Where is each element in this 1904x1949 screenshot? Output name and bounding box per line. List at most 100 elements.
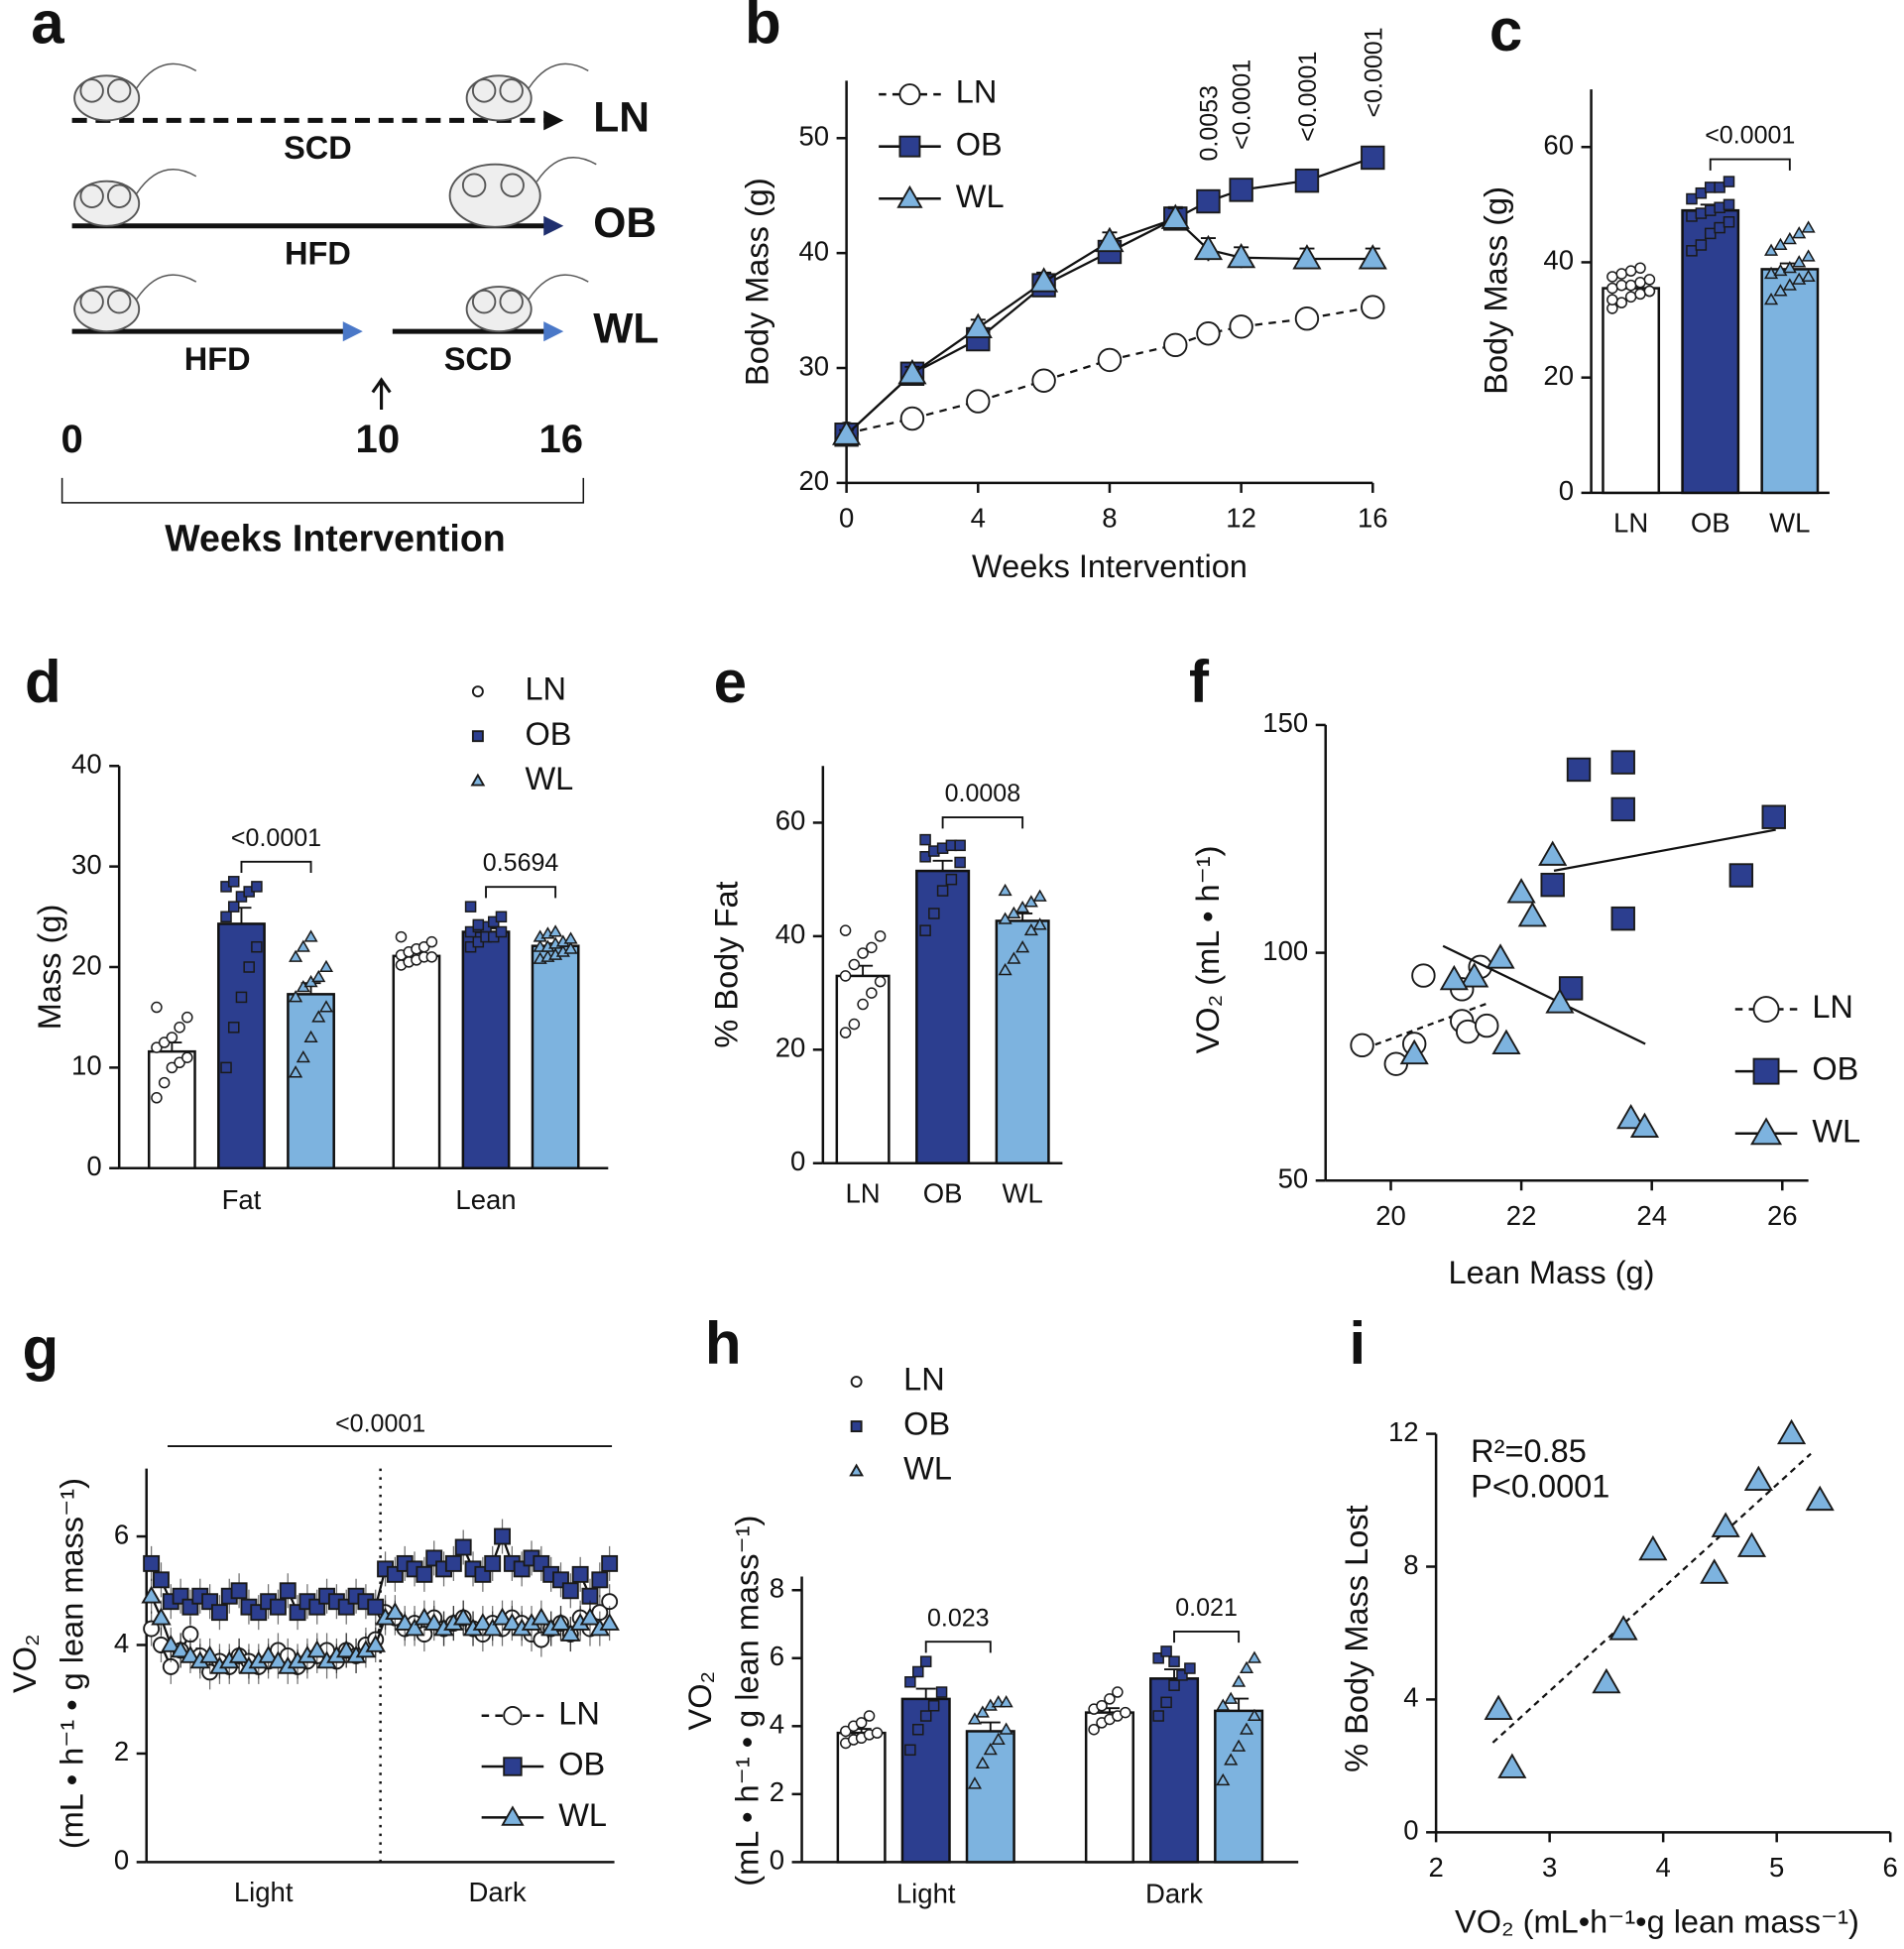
marker xyxy=(1486,943,1515,969)
marker xyxy=(983,1743,998,1756)
marker xyxy=(560,1624,581,1642)
marker xyxy=(1610,906,1635,931)
panel-label: a xyxy=(31,0,64,56)
marker xyxy=(897,358,927,385)
mouse-tail xyxy=(136,62,197,89)
marker xyxy=(1104,1693,1116,1705)
marker xyxy=(1629,1112,1660,1139)
marker xyxy=(1294,168,1320,193)
marker xyxy=(919,924,931,936)
marker xyxy=(919,833,931,846)
marker xyxy=(1773,237,1788,251)
marker xyxy=(1723,176,1735,187)
x-tick-label: Fat xyxy=(222,1184,262,1215)
marker xyxy=(855,1717,868,1729)
marker xyxy=(1592,1667,1621,1694)
marker xyxy=(1168,1655,1180,1667)
y-axis-label: VO₂ xyxy=(7,1634,43,1693)
y-tick-label: 20 xyxy=(775,1033,806,1063)
legend-label: LN xyxy=(956,74,998,110)
marker xyxy=(1752,996,1780,1023)
marker xyxy=(839,970,852,982)
x-tick-label: WL xyxy=(1769,508,1810,539)
series-line xyxy=(845,217,1373,436)
marker xyxy=(503,1706,523,1726)
marker xyxy=(1361,295,1385,319)
annotation: R²=0.85 xyxy=(1471,1433,1587,1469)
week-label: 10 xyxy=(356,418,401,461)
marker xyxy=(945,873,958,886)
marker xyxy=(857,947,869,959)
panel-label: g xyxy=(23,1315,60,1382)
y-tick-label: 100 xyxy=(1262,935,1308,966)
marker xyxy=(258,1644,279,1663)
marker xyxy=(857,998,869,1011)
y-axis-label: VO₂ (mL • h⁻¹) xyxy=(1190,846,1226,1054)
marker xyxy=(1247,1650,1262,1663)
fit-line xyxy=(1553,828,1776,873)
marker xyxy=(871,1727,884,1739)
marker xyxy=(423,1613,444,1631)
marker xyxy=(1247,1708,1262,1722)
timeline-bracket xyxy=(60,477,585,504)
marker xyxy=(579,1607,601,1626)
marker xyxy=(1782,231,1797,245)
x-tick-label: 22 xyxy=(1506,1200,1537,1231)
marker xyxy=(563,931,578,944)
y-tick-label: 0 xyxy=(790,1146,805,1176)
series-line xyxy=(845,156,1373,436)
marker xyxy=(1782,260,1797,274)
marker xyxy=(471,730,484,743)
marker xyxy=(1695,239,1708,251)
y-tick-label: 6 xyxy=(114,1519,129,1549)
marker xyxy=(1232,1674,1247,1687)
marker xyxy=(227,1022,240,1034)
marker xyxy=(966,389,991,414)
marker xyxy=(1608,1615,1638,1641)
marker xyxy=(394,1613,416,1631)
marker xyxy=(1686,210,1698,222)
comparison-label: 0.5694 xyxy=(483,849,559,877)
marker xyxy=(1606,294,1618,305)
marker xyxy=(484,1554,502,1572)
marker xyxy=(991,1732,1006,1746)
arrow-head xyxy=(543,110,564,131)
marker xyxy=(296,1049,310,1063)
marker xyxy=(1491,1029,1521,1054)
marker xyxy=(1805,1485,1835,1512)
marker xyxy=(963,312,993,338)
marker xyxy=(839,1027,852,1038)
marker xyxy=(1736,1531,1767,1557)
legend-label: OB xyxy=(1812,1051,1858,1087)
marker xyxy=(470,773,486,787)
week-label: 0 xyxy=(60,418,82,461)
y-tick-label: 4 xyxy=(1403,1682,1418,1713)
marker xyxy=(904,1676,916,1688)
marker xyxy=(1728,863,1754,888)
marker xyxy=(840,1725,852,1738)
legend-label: WL xyxy=(558,1797,607,1833)
marker xyxy=(385,1602,406,1620)
marker xyxy=(898,135,921,158)
marker xyxy=(912,1723,924,1736)
marker xyxy=(866,987,878,999)
y-tick-label: 0 xyxy=(1403,1815,1418,1846)
bar xyxy=(531,944,580,1169)
marker xyxy=(531,1607,552,1626)
x-tick-label: 8 xyxy=(1102,503,1117,534)
panel-label: d xyxy=(25,649,61,715)
marker xyxy=(303,1030,318,1042)
marker xyxy=(425,951,438,963)
marker xyxy=(1704,227,1717,240)
marker xyxy=(303,929,318,942)
arrow-head xyxy=(543,321,564,342)
y-tick-label: 30 xyxy=(71,849,102,880)
marker xyxy=(1088,1723,1100,1736)
marker xyxy=(1634,288,1646,301)
y-tick-label: 2 xyxy=(770,1776,784,1807)
y-axis-label: (mL • h⁻¹ • g lean mass⁻¹) xyxy=(55,1478,90,1849)
marker xyxy=(454,1538,472,1556)
marker xyxy=(1239,1660,1254,1674)
legend-label: LN xyxy=(558,1695,600,1731)
